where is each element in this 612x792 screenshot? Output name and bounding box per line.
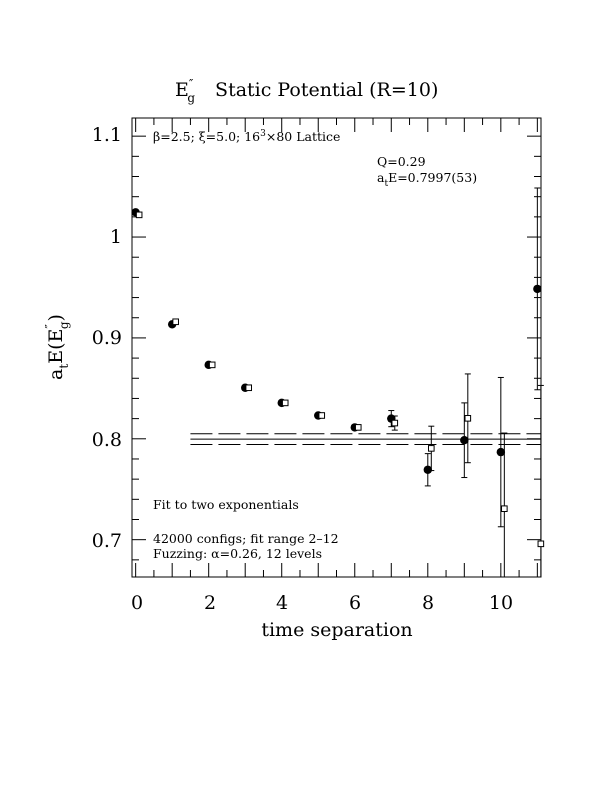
data-point-open (427, 445, 435, 452)
data-point-open (208, 361, 216, 369)
x-tick-label: 0 (131, 592, 143, 614)
data-point-open (391, 419, 399, 427)
data-point-filled (533, 284, 542, 294)
data-point-open (354, 424, 362, 431)
data-point-filled (460, 436, 469, 445)
y-tick-label: 1 (110, 226, 122, 248)
fit-band (190, 433, 541, 445)
y-tick-label: 0.7 (92, 530, 122, 552)
data-point-open (245, 384, 253, 392)
data-point-filled (496, 447, 506, 457)
data-point-filled (423, 465, 432, 474)
annotation-q: Q=0.29 (377, 154, 426, 169)
annotation-configs: 42000 configs; fit range 2–12 (153, 531, 339, 546)
x-tick-label: 6 (349, 592, 361, 614)
annotation-energy: atE=0.7997(53) (377, 170, 477, 189)
x-tick-label: 2 (204, 592, 216, 614)
annotation-lattice: β=2.5; ξ=5.0; 163×80 Lattice (153, 129, 340, 144)
x-axis-label: time separation (261, 619, 412, 641)
data-point-open (318, 412, 326, 419)
x-tick-labels: 0 2 4 6 8 10 (131, 592, 513, 614)
data-point-open (537, 540, 545, 548)
annotation-fuzzing: Fuzzing: α=0.26, 12 levels (153, 546, 322, 561)
chart-title: E″ g Static Potential (R=10) (175, 77, 438, 105)
data-point-open (464, 415, 472, 422)
data-point-open (135, 211, 143, 219)
x-tick-label: 10 (489, 592, 513, 614)
annotation-fit: Fit to two exponentials (153, 497, 299, 512)
y-tick-label: 1.1 (92, 124, 122, 146)
axis-ticks (132, 118, 541, 577)
y-tick-label: 0.9 (92, 327, 122, 349)
x-tick-label: 8 (422, 592, 434, 614)
x-tick-label: 4 (276, 592, 288, 614)
data-point-open (172, 318, 179, 326)
y-tick-label: 0.8 (92, 429, 122, 451)
data-point-open (501, 505, 508, 513)
data-point-open (281, 399, 289, 407)
data-points (131, 187, 545, 577)
y-axis-label: atE(E″g) (43, 314, 71, 380)
y-tick-labels: 0.7 0.8 0.9 1 1.1 (92, 124, 122, 552)
